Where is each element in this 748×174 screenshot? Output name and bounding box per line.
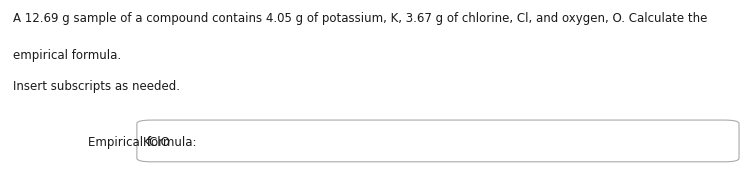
- FancyBboxPatch shape: [137, 120, 739, 162]
- Text: A 12.69 g sample of a compound contains 4.05 g of potassium, K, 3.67 g of chlori: A 12.69 g sample of a compound contains …: [13, 12, 708, 25]
- Text: KClO: KClO: [143, 136, 171, 149]
- Text: Empirical formula:: Empirical formula:: [88, 136, 197, 149]
- Text: empirical formula.: empirical formula.: [13, 49, 122, 62]
- Text: Insert subscripts as needed.: Insert subscripts as needed.: [13, 80, 180, 93]
